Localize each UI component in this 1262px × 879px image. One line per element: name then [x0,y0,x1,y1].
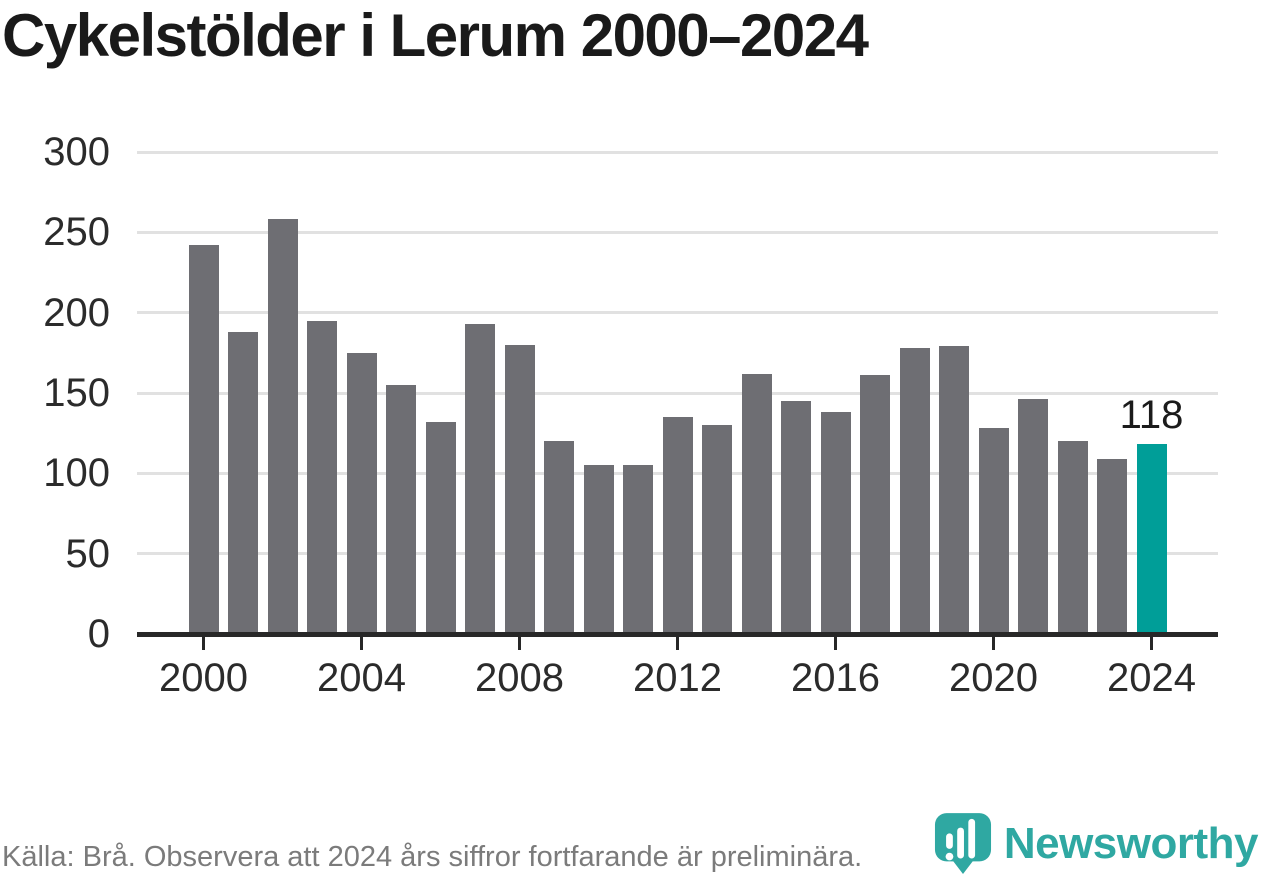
x-axis-line [137,632,1218,637]
y-axis-label-50: 50 [65,531,111,576]
x-axis-tick-2020 [992,637,995,650]
bar-2014 [741,373,772,634]
bar-2012 [662,417,693,634]
bar-2018 [899,348,930,634]
bar-2022 [1057,441,1088,634]
bar-2005 [386,384,416,634]
newsworthy-logo-text: Newsworthy [1003,819,1259,868]
x-axis-tick-2008 [518,637,521,650]
bar-2001 [228,331,258,634]
x-axis-tick-2024 [1150,637,1153,650]
bar-2009 [544,441,574,634]
newsworthy-pin-barchart-icon [934,813,991,874]
bar-2004 [346,352,377,634]
y-axis-label-100: 100 [43,451,110,496]
x-axis-label-2004: 2004 [317,656,406,700]
x-axis-tick-2000 [202,637,205,650]
x-axis-label-2016: 2016 [791,656,880,700]
y-axis-label-250: 250 [43,210,110,255]
bar-2020 [978,428,1009,634]
bar-2023 [1097,458,1127,634]
x-axis-label-2024: 2024 [1107,656,1196,700]
y-axis-label-200: 200 [43,290,110,335]
bar-2000 [188,245,219,634]
bar-2019 [939,346,969,634]
bar-2021 [1018,399,1048,634]
bar-2016 [820,412,851,634]
bar-2013 [702,425,732,634]
bar-2024 [1136,444,1167,634]
source-note: Källa: Brå. Observera att 2024 års siffr… [2,841,863,873]
bar-2006 [425,421,456,634]
bar-2015 [781,401,811,634]
bar-2017 [860,375,890,634]
x-axis-tick-2016 [834,637,837,650]
gridline-300 [137,150,1218,154]
x-axis-label-2012: 2012 [633,656,722,700]
x-axis-label-2000: 2000 [159,656,248,700]
chart-title: Cykelstölder i Lerum 2000–2024 [2,2,869,69]
bar-2003 [307,320,337,634]
x-axis-label-2020: 2020 [949,656,1038,700]
gridline-250 [137,230,1218,234]
bar-2007 [465,323,495,634]
bar-2010 [583,465,614,634]
y-axis-label-150: 150 [43,371,110,415]
bar-2008 [504,344,535,634]
x-axis-tick-2012 [676,637,679,650]
newsworthy-logo[interactable]: Newsworthy [934,810,1259,878]
bar-2002 [267,219,298,634]
y-axis-label-300: 300 [43,130,110,174]
gridline-200 [137,311,1218,315]
y-axis-label-0: 0 [87,612,110,656]
bar-2011 [623,465,653,634]
x-axis-tick-2004 [360,637,363,650]
highlight-value-label: 118 [1119,393,1184,438]
gridline-150 [137,391,1218,395]
x-axis-label-2008: 2008 [475,656,564,700]
